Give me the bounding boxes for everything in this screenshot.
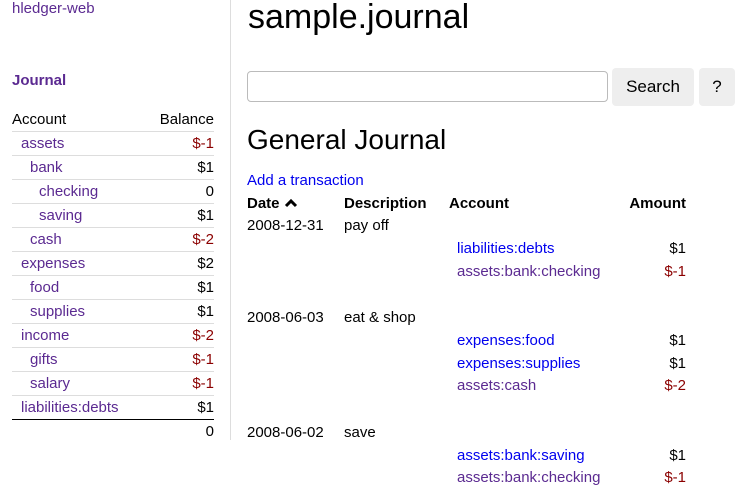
account-link[interactable]: checking bbox=[39, 183, 99, 200]
posting-account-link[interactable]: expenses:food bbox=[457, 332, 555, 349]
account-header: Account bbox=[12, 111, 67, 128]
posting-account-link[interactable]: assets:bank:checking bbox=[457, 469, 601, 486]
account-link[interactable]: assets bbox=[21, 135, 65, 152]
accounts-table: Account Balance assets $-1 bank $1 checking 0 s… bbox=[12, 108, 214, 443]
account-link[interactable]: bank bbox=[30, 159, 63, 176]
account-row: liabilities:debts $1 bbox=[12, 395, 214, 420]
total-balance: 0 bbox=[145, 419, 214, 443]
account-link[interactable]: salary bbox=[30, 375, 71, 392]
posting-account-link[interactable]: assets:bank:saving bbox=[457, 446, 585, 464]
sidebar: hledger-web Journal Account Balance asset… bbox=[0, 0, 231, 443]
account-balance: $-1 bbox=[145, 131, 214, 156]
account-balance: $-1 bbox=[145, 371, 214, 396]
account-row: salary $-1 bbox=[12, 371, 214, 396]
account-link[interactable]: income bbox=[21, 327, 70, 344]
posting-amount: $-1 bbox=[664, 262, 686, 280]
transaction-date: 2008-06-03 bbox=[247, 309, 324, 326]
account-balance: $-2 bbox=[145, 323, 214, 348]
date-column-header[interactable]: Date bbox=[247, 195, 298, 212]
account-row: checking 0 bbox=[12, 179, 214, 204]
page-title: sample.journal bbox=[248, 0, 470, 36]
account-row: supplies $1 bbox=[12, 299, 214, 324]
chevron-up-icon bbox=[284, 198, 297, 208]
account-link[interactable]: supplies bbox=[30, 303, 86, 320]
account-row: assets $-1 bbox=[12, 131, 214, 156]
account-balance: $-1 bbox=[145, 347, 214, 372]
transaction-date: 2008-06-02 bbox=[247, 423, 324, 441]
search-button[interactable]: Search bbox=[612, 68, 694, 106]
search-input[interactable] bbox=[247, 71, 608, 102]
brand-link[interactable]: hledger-web bbox=[12, 0, 95, 17]
posting-account-link[interactable]: assets:bank:checking bbox=[457, 262, 601, 280]
add-transaction-link[interactable]: Add a transaction bbox=[247, 172, 364, 189]
account-row: gifts $-1 bbox=[12, 347, 214, 372]
account-row: expenses $2 bbox=[12, 251, 214, 276]
transaction-description: save bbox=[344, 423, 376, 441]
posting-amount: $1 bbox=[669, 240, 686, 257]
account-row: saving $1 bbox=[12, 203, 214, 228]
account-row: cash $-2 bbox=[12, 227, 214, 252]
help-button[interactable]: ? bbox=[699, 68, 735, 106]
date-header-label: Date bbox=[247, 195, 280, 212]
account-row: food $1 bbox=[12, 275, 214, 300]
account-balance: $-2 bbox=[145, 227, 214, 252]
account-row: income $-2 bbox=[12, 323, 214, 348]
transaction-date: 2008-12-31 bbox=[247, 217, 324, 234]
account-balance: $1 bbox=[145, 203, 214, 228]
posting-amount: $1 bbox=[669, 354, 686, 372]
posting-account-link[interactable]: assets:cash bbox=[457, 377, 537, 394]
account-balance: $1 bbox=[145, 395, 214, 420]
account-balance: $2 bbox=[145, 251, 214, 276]
posting-account-link[interactable]: liabilities:debts bbox=[457, 240, 555, 257]
total-row: 0 bbox=[12, 419, 214, 443]
account-column-header: Account bbox=[449, 195, 509, 212]
account-link[interactable]: cash bbox=[30, 231, 62, 248]
transaction-description: pay off bbox=[344, 217, 389, 234]
account-balance: 0 bbox=[145, 179, 214, 204]
journal-link[interactable]: Journal bbox=[12, 72, 67, 89]
description-column-header: Description bbox=[344, 195, 427, 212]
account-link[interactable]: gifts bbox=[30, 351, 58, 368]
account-link[interactable]: expenses bbox=[21, 255, 86, 272]
amount-column-header: Amount bbox=[629, 195, 686, 212]
posting-account-link[interactable]: expenses:supplies bbox=[457, 354, 581, 372]
account-link[interactable]: saving bbox=[39, 207, 83, 224]
posting-amount: $-1 bbox=[664, 469, 686, 486]
posting-amount: $-2 bbox=[664, 377, 686, 394]
account-row: bank $1 bbox=[12, 155, 214, 180]
posting-amount: $1 bbox=[669, 332, 686, 349]
account-balance: $1 bbox=[145, 299, 214, 324]
journal-heading: General Journal bbox=[247, 124, 447, 155]
balance-header: Balance bbox=[159, 111, 214, 128]
transaction-description: eat & shop bbox=[344, 309, 416, 326]
account-balance: $1 bbox=[145, 275, 214, 300]
account-link[interactable]: liabilities:debts bbox=[21, 399, 119, 416]
account-balance: $1 bbox=[145, 155, 214, 180]
account-link[interactable]: food bbox=[30, 279, 60, 296]
posting-amount: $1 bbox=[669, 446, 686, 464]
